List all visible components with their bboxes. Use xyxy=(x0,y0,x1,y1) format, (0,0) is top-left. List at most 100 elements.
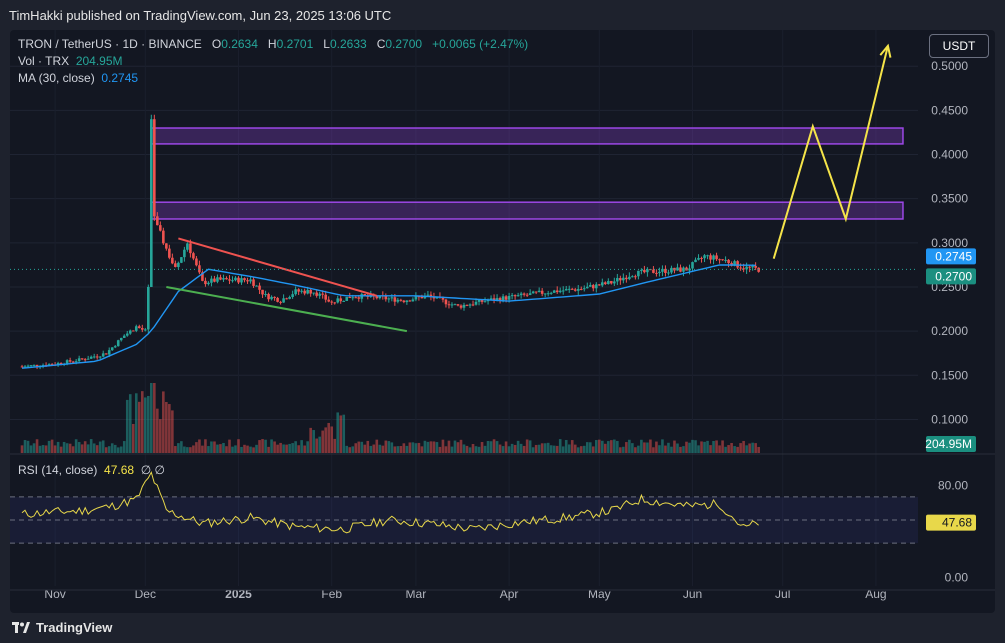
volume-bar xyxy=(216,444,219,453)
volume-bar xyxy=(655,441,658,453)
volume-bar xyxy=(168,404,171,453)
candle-body xyxy=(74,361,78,363)
volume-bar xyxy=(591,446,595,453)
volume-bar xyxy=(628,439,631,453)
candle-body xyxy=(279,301,282,303)
candle-body xyxy=(664,268,667,273)
top-bar: TimHakki published on TradingView.com, J… xyxy=(0,0,1005,30)
volume-bar xyxy=(246,445,249,453)
volume-bar xyxy=(727,445,730,453)
volume-bar xyxy=(564,439,568,453)
volume-bar xyxy=(354,443,358,453)
volume-bar xyxy=(498,444,502,453)
candle-body xyxy=(619,278,622,281)
volume-bar xyxy=(594,440,598,453)
candle-body xyxy=(315,292,318,296)
candle-body xyxy=(486,300,490,302)
candle-body xyxy=(582,288,586,290)
projection-line xyxy=(772,45,889,259)
candle-body xyxy=(306,289,309,294)
volume-bar xyxy=(348,447,352,453)
rsi-line xyxy=(21,470,759,534)
volume-bar xyxy=(137,401,141,453)
candle-body xyxy=(273,296,276,298)
candle-body xyxy=(718,259,721,261)
candle-body xyxy=(640,269,643,271)
volume-bar xyxy=(318,436,321,453)
trendlines xyxy=(166,237,408,333)
candle-body xyxy=(501,296,505,302)
rsi-value: 47.68 xyxy=(104,463,135,477)
candle-body xyxy=(198,265,201,273)
volume-bar xyxy=(435,442,439,453)
volume-bar xyxy=(558,439,562,453)
volume-bar xyxy=(62,441,66,453)
candle-body xyxy=(177,262,180,267)
candle-body xyxy=(147,286,150,330)
volume-bar xyxy=(77,442,81,453)
volume-bar xyxy=(282,444,285,453)
volume-bar xyxy=(456,442,460,453)
volume-bar xyxy=(453,440,457,453)
volume-bar xyxy=(122,441,126,453)
volume-bar xyxy=(757,446,760,453)
volume-bar xyxy=(426,441,430,453)
volume-bar xyxy=(414,443,418,453)
candle-body xyxy=(219,277,222,280)
candle-body xyxy=(128,330,132,334)
candle-body xyxy=(634,276,637,278)
volume-bar xyxy=(50,439,54,453)
candle-body xyxy=(168,248,171,258)
volume-bar xyxy=(381,445,385,453)
candle-body xyxy=(652,269,655,273)
volume-bar xyxy=(682,446,685,453)
candle-body xyxy=(402,300,406,303)
volume-bar xyxy=(297,445,300,453)
volume-bar xyxy=(309,427,312,453)
volume-bar xyxy=(745,445,748,453)
candle-body xyxy=(162,230,165,244)
volume-bar xyxy=(89,439,93,453)
candle-body xyxy=(324,294,327,300)
volume-bar xyxy=(86,444,90,453)
volume-bar xyxy=(177,443,180,453)
resistance-zones xyxy=(150,127,904,220)
ma-label: MA (30, close) xyxy=(18,71,95,85)
volume-bar xyxy=(730,443,733,453)
volume-bar xyxy=(510,443,514,453)
volume-bar xyxy=(390,442,394,453)
volume-bar xyxy=(483,445,487,453)
rsi-label: RSI (14, close) xyxy=(18,463,98,477)
candle-body xyxy=(655,272,658,274)
volume-bar xyxy=(450,446,454,453)
candle-body xyxy=(207,282,210,285)
volume-bar xyxy=(288,443,291,453)
volume-bar xyxy=(616,440,619,453)
currency-button[interactable]: USDT xyxy=(929,34,989,58)
time-tick-label: Jun xyxy=(683,587,702,601)
volume-bar xyxy=(180,441,183,453)
time-tick-label: Apr xyxy=(500,587,519,601)
candle-body xyxy=(697,257,700,260)
volume-bar xyxy=(291,443,294,453)
candle-body xyxy=(116,340,120,347)
tradingview-logo[interactable]: TradingView xyxy=(12,620,112,635)
candle-body xyxy=(528,293,532,295)
candle-body xyxy=(321,293,324,295)
volume-bar xyxy=(68,443,72,453)
candle-body xyxy=(387,298,391,300)
volume-bar xyxy=(249,446,252,453)
bottom-bar: TradingView xyxy=(0,613,1005,643)
volume-bar xyxy=(688,442,691,453)
volume-bar xyxy=(504,441,508,453)
volume-bar xyxy=(531,447,535,453)
volume-bar xyxy=(95,445,99,453)
volume-bar xyxy=(192,445,195,453)
volume-bar xyxy=(83,441,87,453)
candle-body xyxy=(576,288,580,291)
volume-bar xyxy=(321,430,324,453)
candle-body xyxy=(201,272,204,281)
rsi-options-icons[interactable]: ∅ ∅ xyxy=(140,463,165,477)
